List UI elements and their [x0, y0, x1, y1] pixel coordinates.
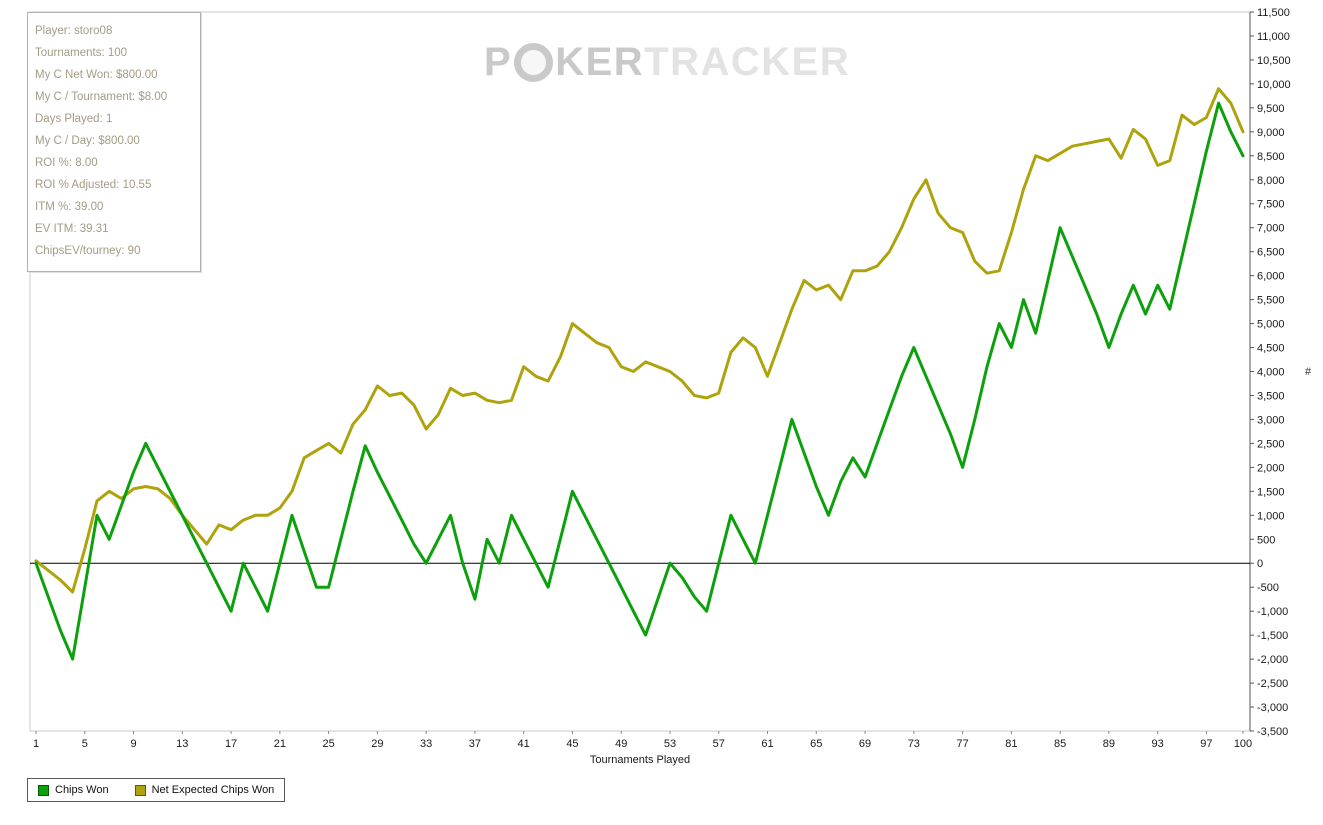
legend: Chips Won Net Expected Chips Won: [27, 778, 286, 802]
x-axis-title: Tournaments Played: [589, 754, 691, 766]
y-tick-label: 11,500: [1257, 7, 1290, 19]
stat-tournaments: Tournaments: 100: [35, 47, 128, 59]
x-tick-label: 65: [810, 738, 822, 750]
y-tick-label: -1,500: [1257, 630, 1288, 642]
y-tick-label: -2,500: [1257, 678, 1288, 690]
y-tick-label: 4,000: [1257, 367, 1285, 379]
x-tick-label: 61: [761, 738, 773, 750]
y-tick-label: 1,000: [1257, 510, 1285, 522]
x-tick-label: 33: [420, 738, 432, 750]
x-tick-label: 45: [566, 738, 578, 750]
stat-roi: ROI %: 8.00: [35, 157, 98, 169]
stat-itm: ITM %: 39.00: [35, 201, 104, 213]
stat-per-day: My C / Day: $800.00: [35, 135, 140, 147]
y-tick-label: 1,500: [1257, 486, 1285, 498]
y-tick-label: 3,000: [1257, 414, 1285, 426]
y-tick-label: 9,500: [1257, 103, 1285, 115]
x-tick-label: 77: [956, 738, 968, 750]
y-tick-label: 10,000: [1257, 79, 1291, 91]
stat-per-tournament: My C / Tournament: $8.00: [35, 91, 168, 103]
y-tick-label: 3,500: [1257, 390, 1285, 402]
legend-label-net-expected-chips-won: Net Expected Chips Won: [151, 784, 275, 796]
x-tick-label: 81: [1005, 738, 1017, 750]
y-tick-label: 10,500: [1257, 55, 1291, 67]
x-tick-label: 97: [1200, 738, 1212, 750]
x-tick-label: 25: [322, 738, 334, 750]
y-tick-label: 11,000: [1257, 31, 1290, 43]
series-line-chips-won: [34, 101, 1245, 661]
y-tick-label: 500: [1257, 534, 1275, 546]
y-tick-label: 9,000: [1257, 127, 1285, 139]
y-tick-label: 5,500: [1257, 295, 1285, 307]
x-tick-label: 13: [176, 738, 188, 750]
y-tick-label: -2,000: [1257, 654, 1288, 666]
stats-info-box: Player: storo08 Tournaments: 100 My C Ne…: [27, 12, 201, 272]
x-tick-label: 100: [1234, 738, 1252, 750]
y-tick-label: 2,500: [1257, 438, 1285, 450]
stat-chipsev-tourney: ChipsEV/tourney: 90: [35, 245, 141, 257]
stat-ev-itm: EV ITM: 39.31: [35, 223, 109, 235]
series-line-net-expected-chips-won: [34, 87, 1245, 594]
stat-net-won: My C Net Won: $800.00: [35, 69, 158, 81]
y-tick-label: -500: [1257, 582, 1279, 594]
x-tick-label: 93: [1152, 738, 1164, 750]
y-tick-label: -3,000: [1257, 702, 1288, 714]
y-tick-label: -3,500: [1257, 726, 1288, 738]
y-axis-title: #: [1305, 366, 1312, 378]
stat-days-played: Days Played: 1: [35, 113, 113, 125]
y-tick-label: 6,000: [1257, 271, 1285, 283]
x-tick-label: 69: [859, 738, 871, 750]
legend-label-chips-won: Chips Won: [55, 784, 109, 796]
y-tick-label: 7,500: [1257, 199, 1285, 211]
x-tick-label: 57: [713, 738, 725, 750]
x-tick-label: 9: [130, 738, 136, 750]
x-tick-label: 73: [908, 738, 920, 750]
watermark-text-p: P: [484, 40, 513, 84]
y-tick-label: -1,000: [1257, 606, 1288, 618]
x-tick-label: 49: [615, 738, 627, 750]
x-tick-label: 29: [371, 738, 383, 750]
stat-roi-adjusted: ROI % Adjusted: 10.55: [35, 179, 152, 191]
net-expected-chips-won-swatch-icon: [134, 784, 146, 796]
x-tick-label: 85: [1054, 738, 1066, 750]
x-tick-label: 41: [518, 738, 530, 750]
y-tick-label: 8,500: [1257, 151, 1285, 163]
pokertracker-watermark: P KER TRACKER: [484, 40, 850, 85]
watermark-text-ker: KER: [555, 40, 645, 84]
y-tick-label: 8,000: [1257, 175, 1285, 187]
legend-item-net-expected-chips-won: Net Expected Chips Won: [134, 784, 275, 796]
x-tick-label: 5: [82, 738, 88, 750]
y-tick-label: 5,000: [1257, 319, 1285, 331]
watermark-text-tracker: TRACKER: [644, 40, 851, 84]
poker-chip-icon: [514, 43, 554, 82]
y-tick-label: 6,500: [1257, 247, 1285, 259]
x-tick-label: 37: [469, 738, 481, 750]
chips-won-swatch-icon: [38, 784, 49, 796]
x-tick-label: 21: [274, 738, 286, 750]
x-tick-label: 53: [664, 738, 676, 750]
x-tick-label: 17: [225, 738, 237, 750]
y-tick-label: 4,500: [1257, 343, 1285, 355]
y-tick-label: 2,000: [1257, 462, 1285, 474]
x-tick-label: 1: [33, 738, 39, 750]
legend-item-chips-won: Chips Won: [38, 784, 109, 796]
stat-player: Player: storo08: [35, 25, 113, 37]
y-tick-label: 7,000: [1257, 223, 1285, 235]
x-tick-label: 89: [1103, 738, 1115, 750]
y-tick-label: 0: [1257, 558, 1263, 570]
